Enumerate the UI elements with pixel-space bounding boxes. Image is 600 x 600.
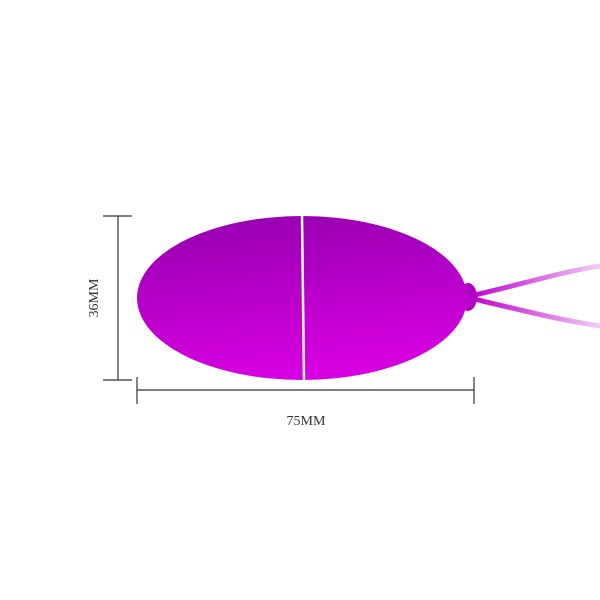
seam-line — [300, 215, 306, 381]
cords — [469, 263, 600, 329]
width-dimension — [136, 377, 475, 404]
width-label: 75MM — [287, 414, 326, 429]
height-dimension — [103, 215, 132, 381]
height-label: 36MM — [87, 278, 102, 317]
